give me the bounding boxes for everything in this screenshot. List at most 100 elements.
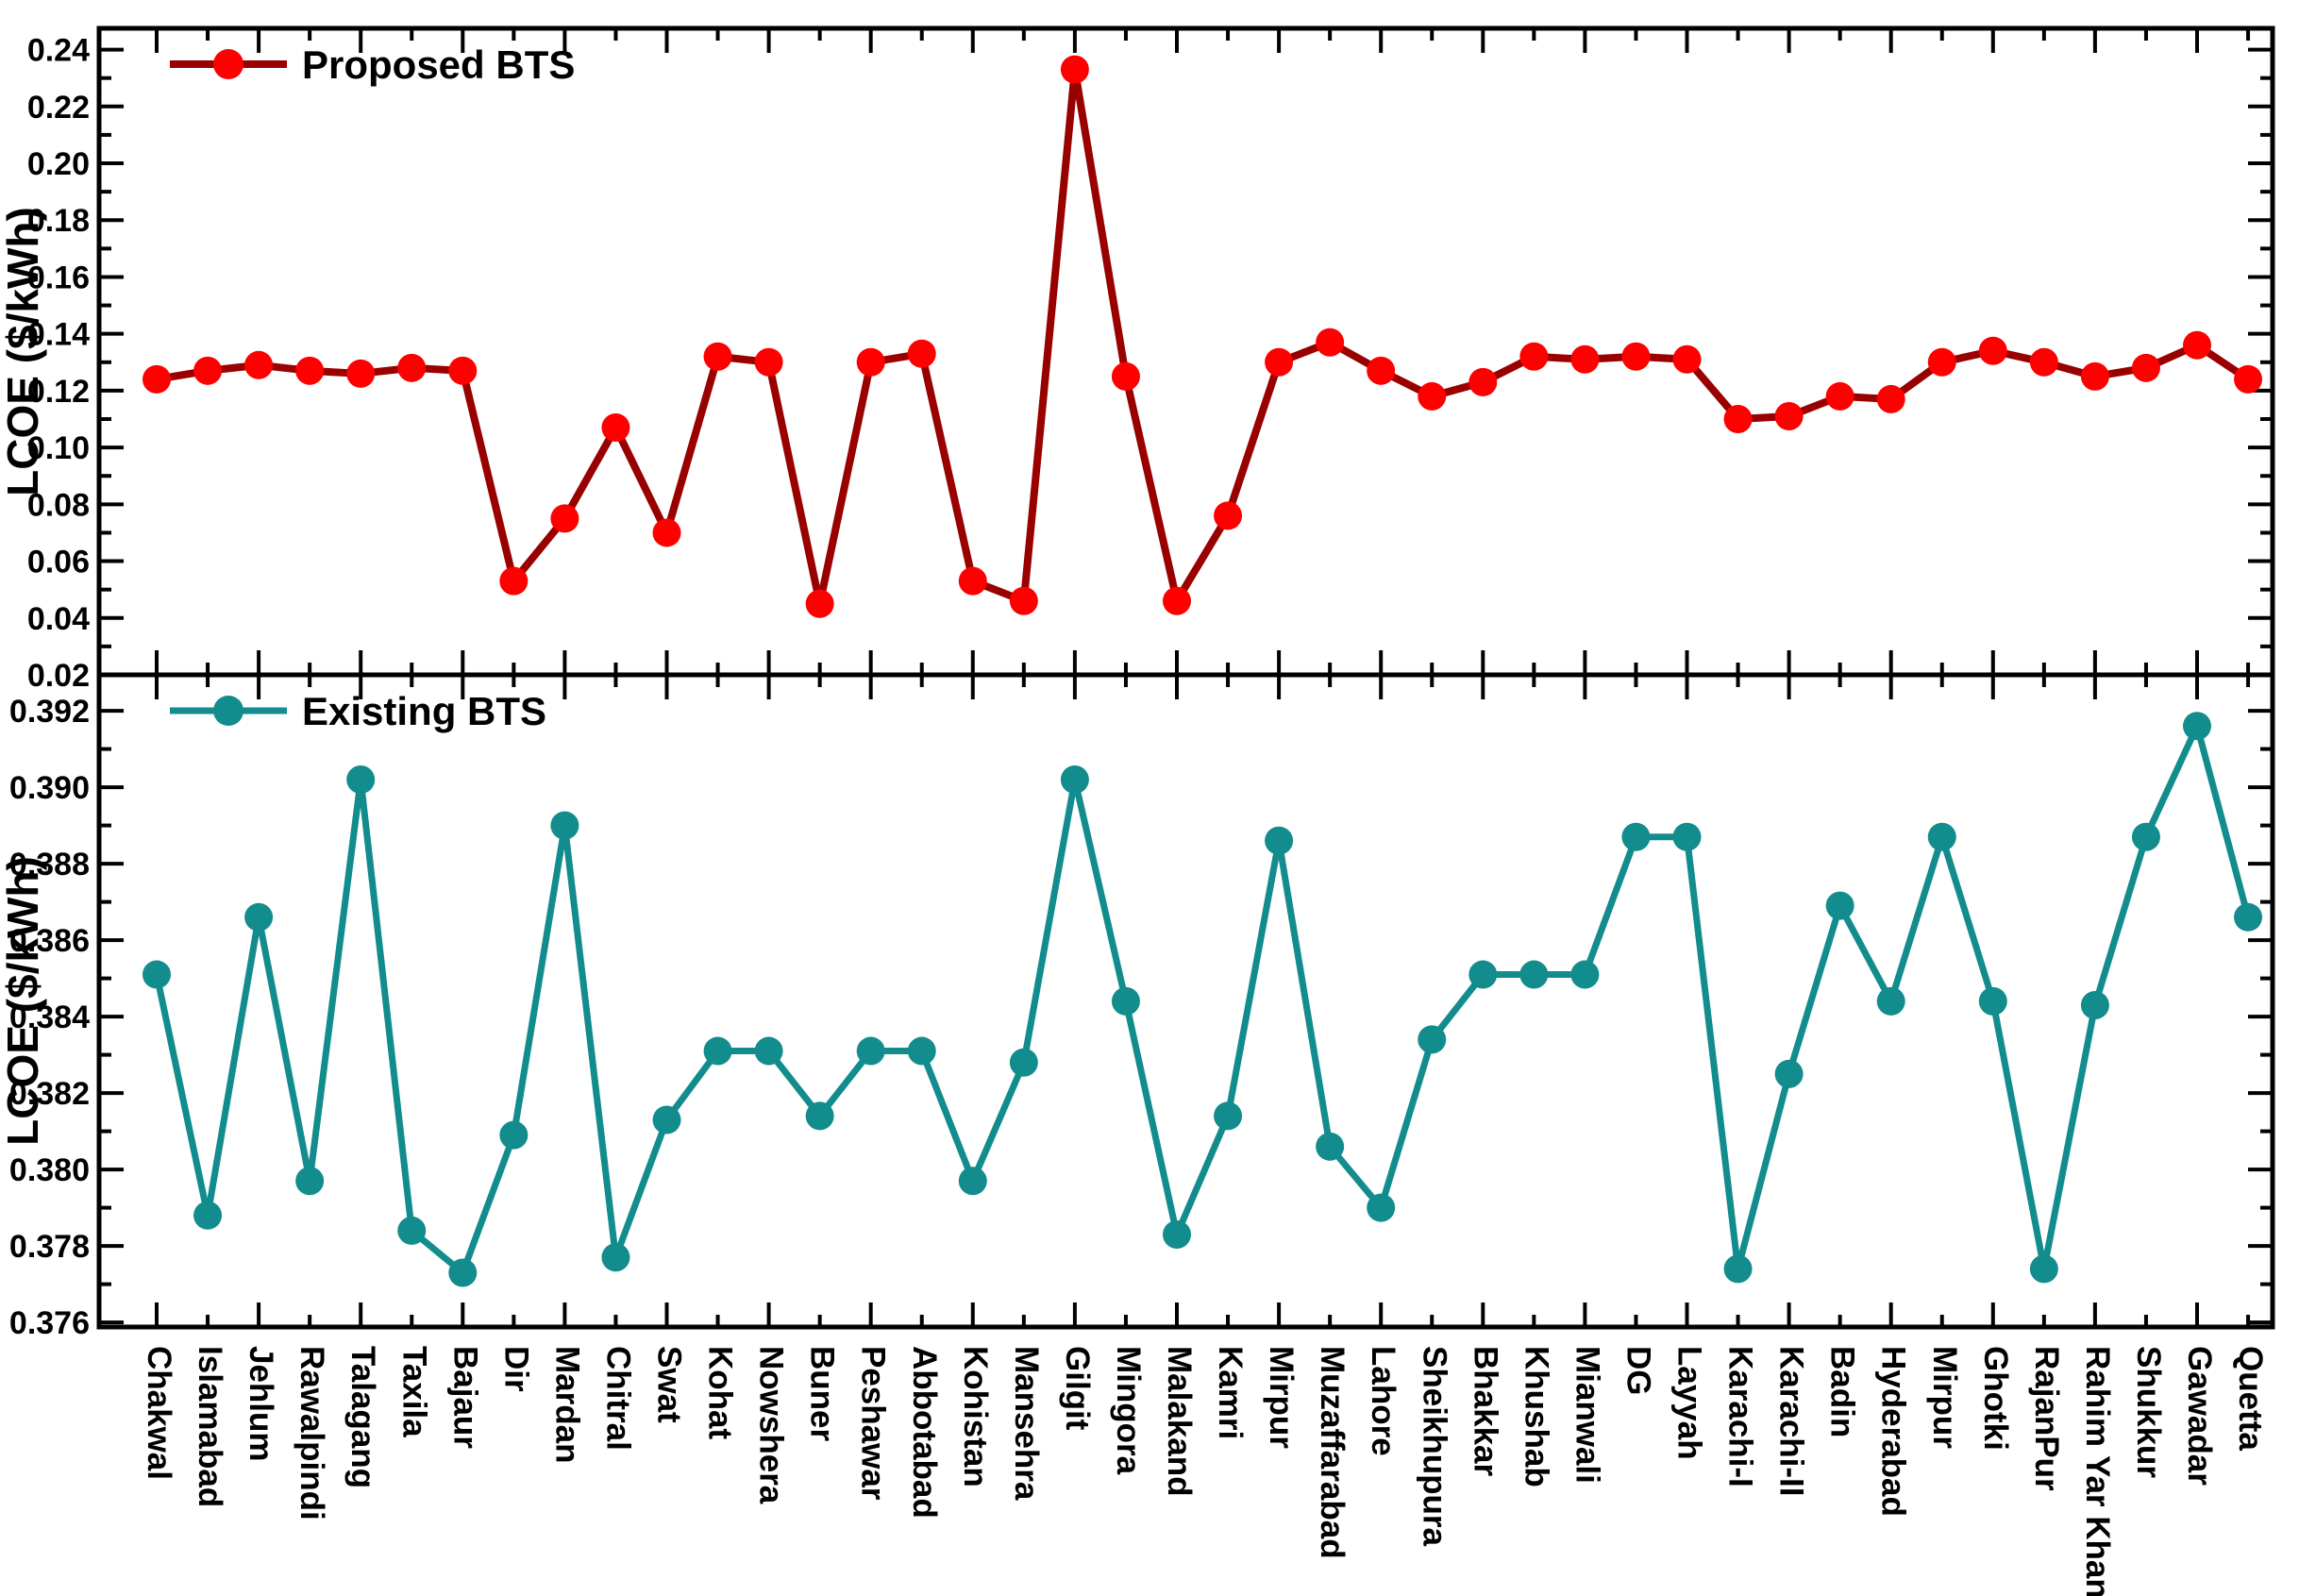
- data-point-proposed-bts: [1519, 342, 1549, 371]
- x-category-label: Quetta: [2232, 1346, 2269, 1451]
- data-point-existing-bts: [1009, 1048, 1038, 1077]
- y-tick-label: 0.392: [9, 694, 90, 730]
- data-point-existing-bts: [295, 1167, 325, 1196]
- x-category-label: Abbotabad: [906, 1346, 943, 1519]
- data-point-proposed-bts: [2029, 347, 2058, 377]
- legend-label-proposed-bts: Proposed BTS: [302, 42, 575, 87]
- data-point-proposed-bts: [397, 353, 427, 382]
- y-tick-label: 0.20: [27, 146, 90, 182]
- data-point-existing-bts: [1468, 960, 1498, 989]
- x-category-label: Kohat: [702, 1346, 739, 1440]
- data-point-proposed-bts: [1876, 384, 1905, 413]
- series-line-existing-bts: [153, 722, 2252, 1276]
- y-tick-label: 0.382: [9, 1076, 90, 1112]
- data-point-proposed-bts: [1978, 336, 2007, 365]
- data-point-proposed-bts: [1418, 381, 1447, 411]
- y-tick-label: 0.06: [27, 545, 90, 580]
- data-point-existing-bts: [1672, 822, 1702, 851]
- x-category-label: Sheikhupura: [1416, 1346, 1452, 1547]
- data-point-proposed-bts: [601, 413, 630, 443]
- data-point-existing-bts: [805, 1101, 834, 1131]
- data-point-existing-bts: [958, 1167, 987, 1196]
- x-category-label: Bajaur: [446, 1346, 483, 1449]
- data-point-proposed-bts: [1468, 367, 1498, 396]
- x-category-label: Mianwali: [1569, 1346, 1605, 1484]
- x-category-label: Nowshera: [753, 1346, 790, 1504]
- x-category-label: Muzaffarabad: [1314, 1346, 1351, 1559]
- data-point-proposed-bts: [2131, 353, 2160, 382]
- data-point-proposed-bts: [1570, 344, 1600, 374]
- data-point-proposed-bts: [550, 504, 579, 533]
- data-point-existing-bts: [1723, 1254, 1753, 1284]
- y-tick-label: 0.10: [27, 430, 90, 466]
- x-category-label: Dir: [497, 1346, 534, 1392]
- x-category-label: Layyah: [1671, 1346, 1708, 1460]
- x-category-label: Chitral: [599, 1346, 636, 1451]
- x-category-label: Peshawar: [855, 1346, 892, 1501]
- data-point-proposed-bts: [907, 339, 936, 368]
- x-category-label: Mingora: [1110, 1346, 1147, 1475]
- x-category-label: Mansehra: [1008, 1346, 1045, 1501]
- y-tick-label: 0.376: [9, 1305, 90, 1341]
- data-point-existing-bts: [2131, 822, 2160, 851]
- x-category-label: Gilgit: [1059, 1346, 1096, 1431]
- data-point-proposed-bts: [244, 350, 274, 379]
- data-point-proposed-bts: [295, 356, 325, 385]
- data-point-existing-bts: [1111, 986, 1140, 1016]
- data-point-existing-bts: [1418, 1025, 1447, 1054]
- data-point-proposed-bts: [1927, 347, 1956, 377]
- data-point-existing-bts: [1621, 822, 1651, 851]
- x-category-label: Lahore: [1365, 1346, 1401, 1456]
- data-point-proposed-bts: [1111, 361, 1140, 391]
- x-category-label: Badin: [1824, 1346, 1861, 1437]
- x-category-label: Karachi-I: [1722, 1346, 1759, 1487]
- x-category-label: Mirpur: [1926, 1346, 1963, 1449]
- x-category-label: Buner: [804, 1346, 841, 1442]
- data-point-existing-bts: [1367, 1193, 1396, 1222]
- data-point-proposed-bts: [143, 364, 171, 394]
- y-tick-label: 0.04: [27, 601, 90, 637]
- data-point-proposed-bts: [499, 566, 529, 596]
- data-point-proposed-bts: [856, 347, 885, 377]
- data-point-existing-bts: [1774, 1059, 1804, 1088]
- x-category-label: Taxila: [395, 1346, 432, 1437]
- data-point-existing-bts: [652, 1105, 681, 1134]
- data-point-existing-bts: [244, 902, 274, 932]
- data-point-existing-bts: [1519, 960, 1549, 989]
- y-tick-label: 0.388: [9, 847, 90, 882]
- x-category-label: RajanPur: [2028, 1346, 2065, 1491]
- x-category-label: Rahim Yar Khan: [2079, 1346, 2116, 1596]
- x-category-label: Khushab: [1518, 1346, 1554, 1487]
- data-point-existing-bts: [193, 1201, 223, 1230]
- data-point-existing-bts: [1265, 826, 1294, 855]
- y-tick-label: 0.12: [27, 374, 90, 410]
- y-tick-label: 0.14: [27, 317, 90, 353]
- data-point-existing-bts: [1876, 986, 1905, 1016]
- series-line-proposed-bts: [153, 65, 2253, 608]
- data-point-existing-bts: [1927, 822, 1956, 851]
- y-tick-label: 0.16: [27, 260, 90, 295]
- y-tick-label: 0.08: [27, 487, 90, 523]
- data-point-proposed-bts: [805, 589, 834, 618]
- data-point-proposed-bts: [448, 356, 478, 385]
- data-point-proposed-bts: [1316, 328, 1345, 357]
- data-point-proposed-bts: [703, 342, 732, 371]
- data-point-existing-bts: [550, 811, 579, 840]
- y-tick-label: 0.378: [9, 1229, 90, 1265]
- panel-1-frame: [96, 672, 2275, 1330]
- data-point-proposed-bts: [2183, 330, 2211, 360]
- x-category-label: Swat: [651, 1346, 688, 1423]
- data-point-proposed-bts: [958, 566, 987, 596]
- data-point-existing-bts: [1060, 764, 1089, 794]
- data-point-existing-bts: [754, 1036, 783, 1066]
- data-point-proposed-bts: [1825, 381, 1854, 411]
- legend-marker-existing-bts: [213, 696, 243, 726]
- data-point-proposed-bts: [1265, 347, 1294, 377]
- data-point-existing-bts: [1163, 1219, 1191, 1249]
- y-tick-label: 0.18: [27, 203, 90, 239]
- x-category-label: Rawalpindi: [294, 1346, 330, 1520]
- x-category-label: Mardan: [548, 1346, 585, 1463]
- y-tick-label: 0.390: [9, 770, 90, 806]
- y-tick-label: 0.380: [9, 1152, 90, 1188]
